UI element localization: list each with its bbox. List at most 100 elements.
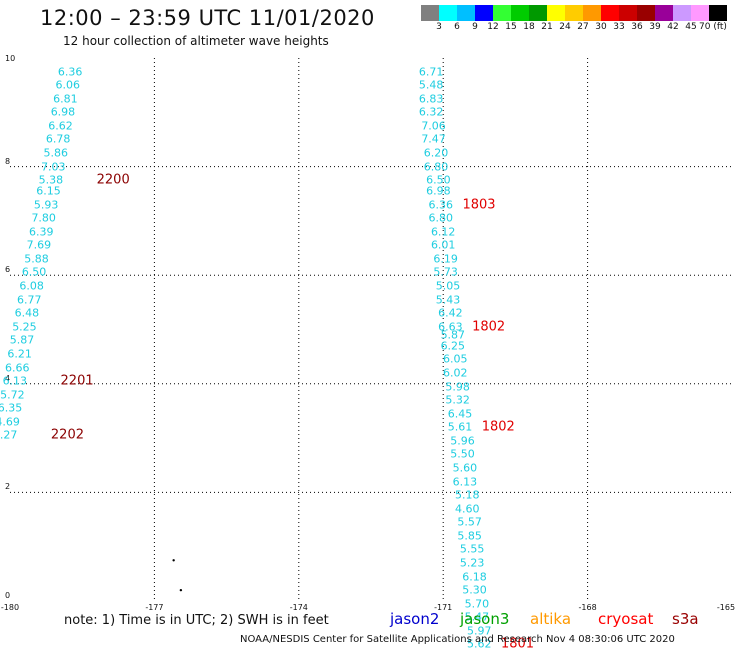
satellite-legend-jason3: jason3 bbox=[460, 610, 510, 628]
wave-height-point: 5.87 bbox=[9, 333, 35, 347]
legend-label: 6 bbox=[454, 22, 460, 32]
wave-height-point: 5.57 bbox=[457, 515, 482, 529]
legend-label: 18 bbox=[523, 22, 535, 32]
wave-height-point: 6.78 bbox=[45, 132, 71, 146]
legend-swatch bbox=[547, 5, 565, 21]
wave-height-point: 6.50 bbox=[21, 265, 47, 279]
wave-height-point: 5.27 bbox=[0, 428, 18, 442]
legend-label: 45 bbox=[685, 22, 697, 32]
wave-height-point: 5.96 bbox=[450, 434, 475, 448]
legend-swatch bbox=[493, 5, 511, 21]
wave-height-point: 5.70 bbox=[464, 597, 490, 611]
legend-label: 12 bbox=[487, 22, 499, 32]
wave-height-point: 7.47 bbox=[421, 132, 446, 146]
wave-height-point: 6.39 bbox=[29, 225, 54, 239]
wave-height-point: 6.42 bbox=[438, 306, 463, 320]
satellite-legend-cryosat: cryosat bbox=[598, 610, 654, 628]
legend-swatch bbox=[583, 5, 601, 21]
x-tick-label: -180 bbox=[0, 603, 20, 612]
legend-label: 36 bbox=[631, 22, 643, 32]
wave-height-point: 5.43 bbox=[435, 293, 461, 307]
time-annotation: 2202 bbox=[50, 427, 84, 443]
wave-height-point: 6.71 bbox=[418, 65, 444, 79]
legend-label: 21 bbox=[541, 22, 553, 32]
y-tick-label: 8 bbox=[5, 156, 11, 166]
x-tick-label: -177 bbox=[145, 603, 164, 612]
wave-height-point: 5.23 bbox=[459, 556, 485, 570]
wave-height-point: 6.83 bbox=[418, 92, 444, 106]
wave-height-point: 6.13 bbox=[452, 475, 478, 489]
wave-height-point: 6.18 bbox=[462, 570, 487, 584]
y-tick-label: 10 bbox=[5, 54, 16, 63]
wave-height-point: 6.01 bbox=[430, 238, 456, 252]
wave-height-point: 6.98 bbox=[426, 184, 451, 198]
wave-height-point: 5.48 bbox=[418, 78, 444, 92]
satellite-legend-jason2: jason2 bbox=[390, 610, 440, 628]
track-dot bbox=[172, 559, 175, 562]
legend-swatch bbox=[601, 5, 619, 21]
wave-height-point: 7.06 bbox=[421, 119, 446, 133]
y-tick-label: 0 bbox=[5, 591, 11, 600]
satellite-legend-s3a: s3a bbox=[672, 610, 699, 628]
wave-height-point: 5.55 bbox=[459, 542, 485, 556]
wave-height-point: 5.72 bbox=[0, 388, 25, 402]
wave-height-point: 6.66 bbox=[4, 361, 30, 374]
legend-label: 27 bbox=[577, 22, 589, 32]
wave-height-point: 6.05 bbox=[442, 352, 468, 366]
wave-height-point: 6.48 bbox=[14, 306, 40, 320]
wave-height-point: 7.69 bbox=[26, 238, 52, 252]
legend-swatch bbox=[709, 5, 727, 21]
wave-height-point: 6.36 bbox=[428, 198, 454, 212]
time-annotation: 1802 bbox=[481, 419, 515, 435]
legend-swatch bbox=[655, 5, 673, 21]
wave-height-point: 5.47 bbox=[464, 610, 490, 624]
wave-height-point: 6.20 bbox=[423, 146, 449, 160]
time-annotation: 2201 bbox=[60, 373, 94, 389]
x-tick-label: -165 bbox=[716, 603, 736, 612]
legend-label: 70 (ft) bbox=[699, 22, 727, 32]
wave-height-point: 5.18 bbox=[455, 488, 480, 502]
wave-height-point: 5.05 bbox=[435, 279, 461, 293]
grid-lines bbox=[10, 58, 732, 601]
legend-label: 24 bbox=[559, 22, 571, 32]
wave-height-point: 6.21 bbox=[7, 347, 32, 361]
x-tick-label: -171 bbox=[434, 603, 453, 612]
wave-height-point: 6.02 bbox=[442, 366, 468, 380]
legend-swatch bbox=[673, 5, 691, 21]
wave-height-point: 5.25 bbox=[12, 320, 37, 334]
track-dot bbox=[179, 588, 183, 592]
wave-height-point: 5.32 bbox=[445, 393, 470, 407]
wave-height-point: 5.98 bbox=[445, 380, 470, 393]
wave-height-point: 4.69 bbox=[0, 415, 20, 429]
wave-height-point: 5.85 bbox=[457, 529, 482, 543]
wave-height-point: 6.35 bbox=[0, 401, 23, 415]
wave-height-point: 7.80 bbox=[31, 211, 56, 225]
color-legend-labels: 3 6 9 12 15 18 21 24 27 30 33 36 39 42 45 70 (ft) bbox=[421, 22, 727, 34]
legend-label: 3 bbox=[436, 22, 442, 32]
y-tick-label: 2 bbox=[5, 482, 11, 492]
wave-height-point: 6.15 bbox=[36, 184, 61, 198]
wave-height-point: 6.32 bbox=[418, 105, 444, 119]
wave-height-point: 6.62 bbox=[48, 119, 73, 133]
legend-swatch bbox=[475, 5, 493, 21]
legend-swatch bbox=[637, 5, 655, 21]
footer-credit: NOAA/NESDIS Center for Satellite Applica… bbox=[240, 634, 675, 645]
note-text: note: 1) Time is in UTC; 2) SWH is in fe… bbox=[64, 613, 329, 628]
wave-height-point: 6.63 bbox=[438, 320, 463, 334]
y-tick-label: 4 bbox=[5, 373, 11, 383]
legend-swatch bbox=[529, 5, 547, 21]
wave-height-point: 6.13 bbox=[2, 374, 28, 388]
wave-height-point: 6.80 bbox=[423, 160, 449, 174]
wave-height-point: 5.62 bbox=[467, 637, 492, 651]
page-subtitle: 12 hour collection of altimeter wave hei… bbox=[63, 34, 329, 48]
wave-height-point: 5.86 bbox=[43, 146, 68, 160]
legend-swatch bbox=[619, 5, 637, 21]
legend-label: 42 bbox=[667, 22, 679, 32]
wave-height-point: 4.60 bbox=[455, 502, 480, 516]
x-tick-label: -168 bbox=[578, 603, 597, 612]
wave-height-point: 5.61 bbox=[447, 420, 473, 434]
legend-label: 39 bbox=[649, 22, 661, 32]
wave-height-point: 6.77 bbox=[17, 293, 42, 307]
y-tick-label: 6 bbox=[5, 265, 11, 275]
legend-swatch bbox=[691, 5, 709, 21]
